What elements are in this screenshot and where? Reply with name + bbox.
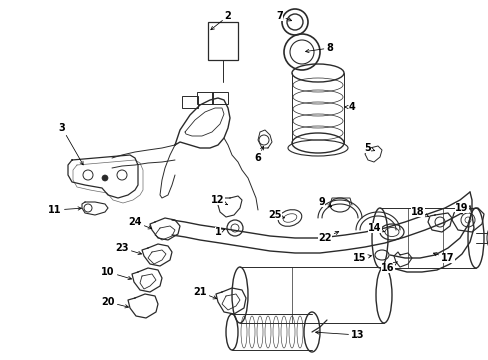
Text: 19: 19 (454, 203, 468, 214)
Text: 1: 1 (214, 227, 224, 237)
Text: 10: 10 (101, 267, 131, 280)
Text: 23: 23 (115, 243, 141, 255)
Text: 7: 7 (276, 11, 291, 21)
Text: 24: 24 (128, 217, 151, 229)
Text: 6: 6 (254, 146, 263, 163)
Text: 4: 4 (344, 102, 355, 112)
Text: 14: 14 (367, 223, 384, 233)
Text: 20: 20 (101, 297, 128, 308)
Text: 2: 2 (210, 11, 231, 30)
Bar (212, 92, 227, 104)
Text: 18: 18 (410, 207, 428, 217)
Text: 15: 15 (352, 253, 371, 263)
Text: 22: 22 (318, 231, 338, 243)
Text: 25: 25 (268, 210, 284, 220)
Text: 13: 13 (315, 330, 364, 340)
Text: 8: 8 (305, 43, 333, 53)
Text: 21: 21 (193, 287, 216, 299)
Text: 16: 16 (381, 262, 396, 273)
Text: 11: 11 (48, 205, 81, 215)
Text: 9: 9 (318, 197, 331, 207)
Text: 12: 12 (211, 195, 227, 205)
Text: 5: 5 (364, 143, 374, 153)
Bar (207, 22, 238, 60)
Bar (182, 96, 198, 108)
Text: 3: 3 (59, 123, 83, 165)
Text: 17: 17 (432, 253, 454, 263)
Bar (197, 92, 213, 104)
Circle shape (102, 175, 108, 181)
